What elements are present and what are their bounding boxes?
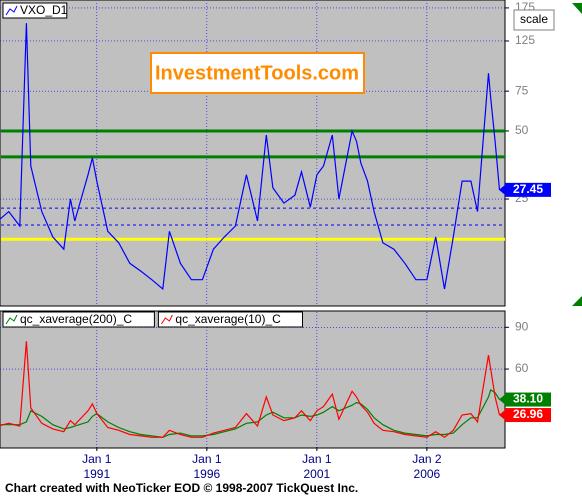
- bottom-panel: [0, 310, 506, 449]
- x-tick-label: 2006: [414, 467, 441, 481]
- x-tick-label: 1991: [83, 467, 110, 481]
- scale-button[interactable]: [513, 9, 555, 31]
- x-tick-day: Jan 1: [82, 452, 112, 466]
- y-tick-label: 50: [515, 123, 529, 137]
- last-value-label: 38.10: [513, 392, 543, 406]
- last-value-arrow: [499, 394, 505, 405]
- legend-label: qc_xaverage(200)_C: [20, 312, 132, 326]
- legend-label: qc_xaverage(10)_C: [175, 312, 281, 326]
- last-value-arrow: [499, 184, 505, 195]
- legend-icon: [5, 314, 18, 325]
- legend-icon: [5, 5, 18, 16]
- x-tick-day: Jan 1: [192, 452, 222, 466]
- panel-handle: [572, 3, 582, 14]
- scale-button-label[interactable]: scale: [520, 12, 548, 26]
- legend-box: [157, 311, 303, 328]
- y-tick-label: 90: [515, 319, 529, 333]
- panel-handle: [572, 296, 582, 306]
- banner: InvestmentTools.com: [155, 62, 359, 84]
- last-value-arrow: [499, 410, 505, 421]
- legend-icon: [160, 314, 173, 325]
- series-line: [0, 23, 501, 291]
- series-line: [0, 341, 501, 439]
- last-value-box: [505, 182, 551, 197]
- y-tick-label: 75: [515, 83, 529, 97]
- y-tick-label: 125: [515, 33, 535, 47]
- legend-label: VXO_D1: [20, 3, 68, 17]
- last-value-box: [505, 392, 551, 407]
- legend-box: [2, 311, 155, 328]
- legend-box: [2, 2, 68, 19]
- x-tick-day: Jan 2: [412, 452, 442, 466]
- last-value-box: [505, 408, 551, 423]
- footer: Chart created with NeoTicker EOD © 1998-…: [5, 481, 358, 495]
- last-value-label: 26.96: [513, 407, 543, 421]
- top-panel: [0, 0, 506, 307]
- x-tick-label: 1996: [193, 467, 220, 481]
- last-value-label: 27.45: [513, 182, 543, 196]
- banner-box: [150, 52, 365, 94]
- x-tick-label: 2001: [304, 467, 331, 481]
- y-tick-label: 60: [515, 361, 529, 375]
- x-tick-day: Jan 1: [302, 452, 332, 466]
